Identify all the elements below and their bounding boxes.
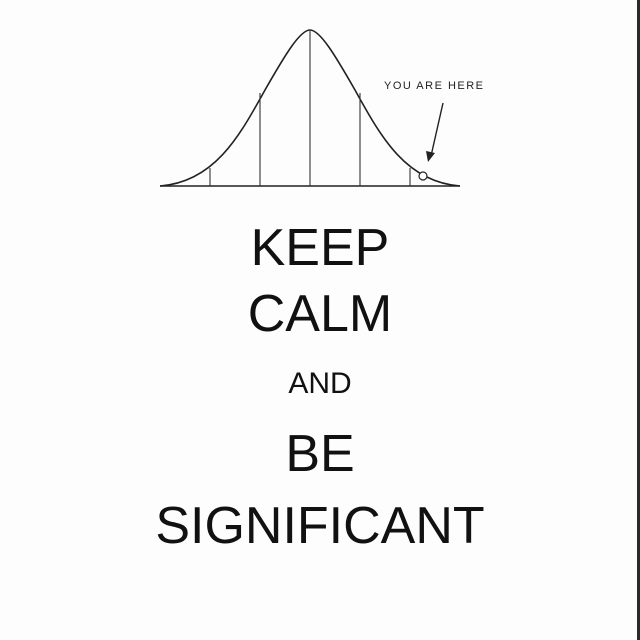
slogan-line-calm: CALM bbox=[247, 285, 393, 343]
slogan-line-keep: KEEP bbox=[250, 219, 390, 277]
you-are-here-label: YOU ARE HERE bbox=[384, 80, 485, 92]
slogan-line-and: AND bbox=[288, 367, 352, 400]
you-are-here-marker bbox=[418, 171, 428, 181]
slogan-line-significant: SIGNIFICANT bbox=[155, 497, 485, 555]
arrow-icon bbox=[430, 102, 444, 157]
arrow-head-icon bbox=[426, 151, 435, 162]
slogan-line-be: BE bbox=[285, 425, 355, 483]
bell-curve-graphic bbox=[159, 29, 461, 187]
bell-curve-icon bbox=[159, 29, 461, 187]
frame-edge bbox=[637, 0, 640, 640]
